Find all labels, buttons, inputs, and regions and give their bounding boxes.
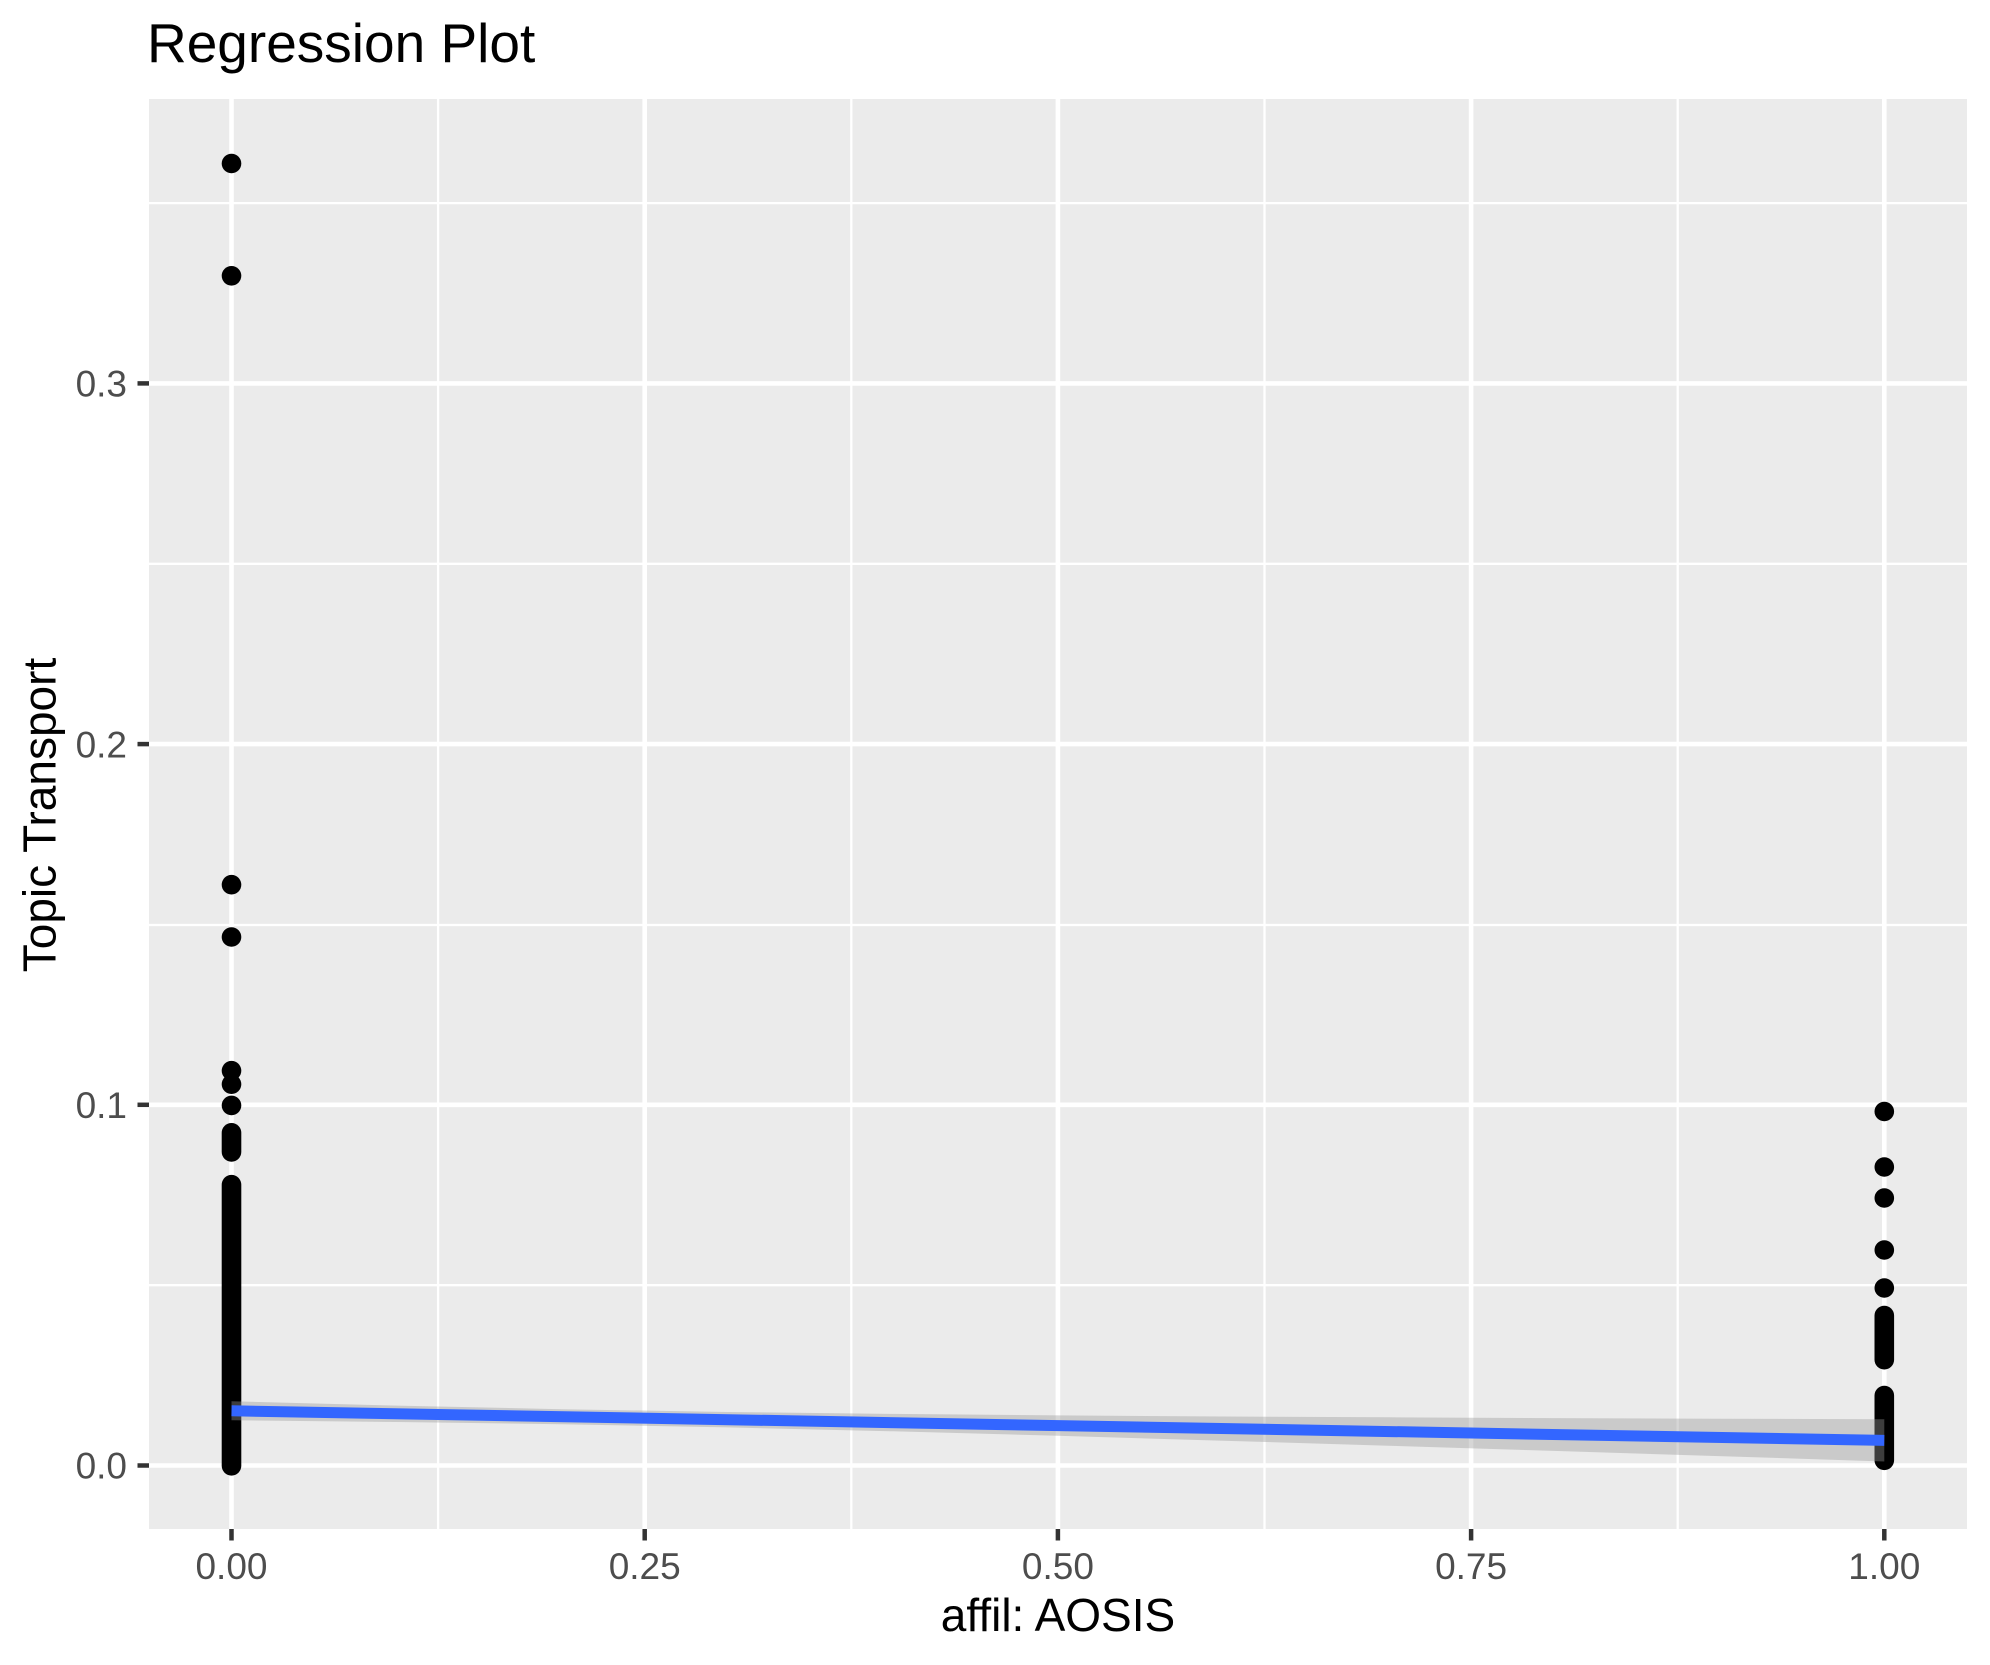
svg-text:0.1: 0.1 [76,1085,127,1126]
svg-text:0.0: 0.0 [76,1446,127,1487]
svg-text:0.25: 0.25 [609,1546,681,1587]
svg-text:0.75: 0.75 [1435,1546,1507,1587]
svg-text:affil: AOSIS: affil: AOSIS [941,1589,1175,1641]
svg-text:0.00: 0.00 [195,1546,267,1587]
svg-text:0.3: 0.3 [76,364,127,405]
svg-text:0.50: 0.50 [1022,1546,1094,1587]
svg-text:1.00: 1.00 [1848,1546,1920,1587]
svg-text:0.2: 0.2 [76,724,127,765]
svg-text:Topic Transport: Topic Transport [13,658,65,973]
svg-text:Regression Plot: Regression Plot [147,12,535,74]
